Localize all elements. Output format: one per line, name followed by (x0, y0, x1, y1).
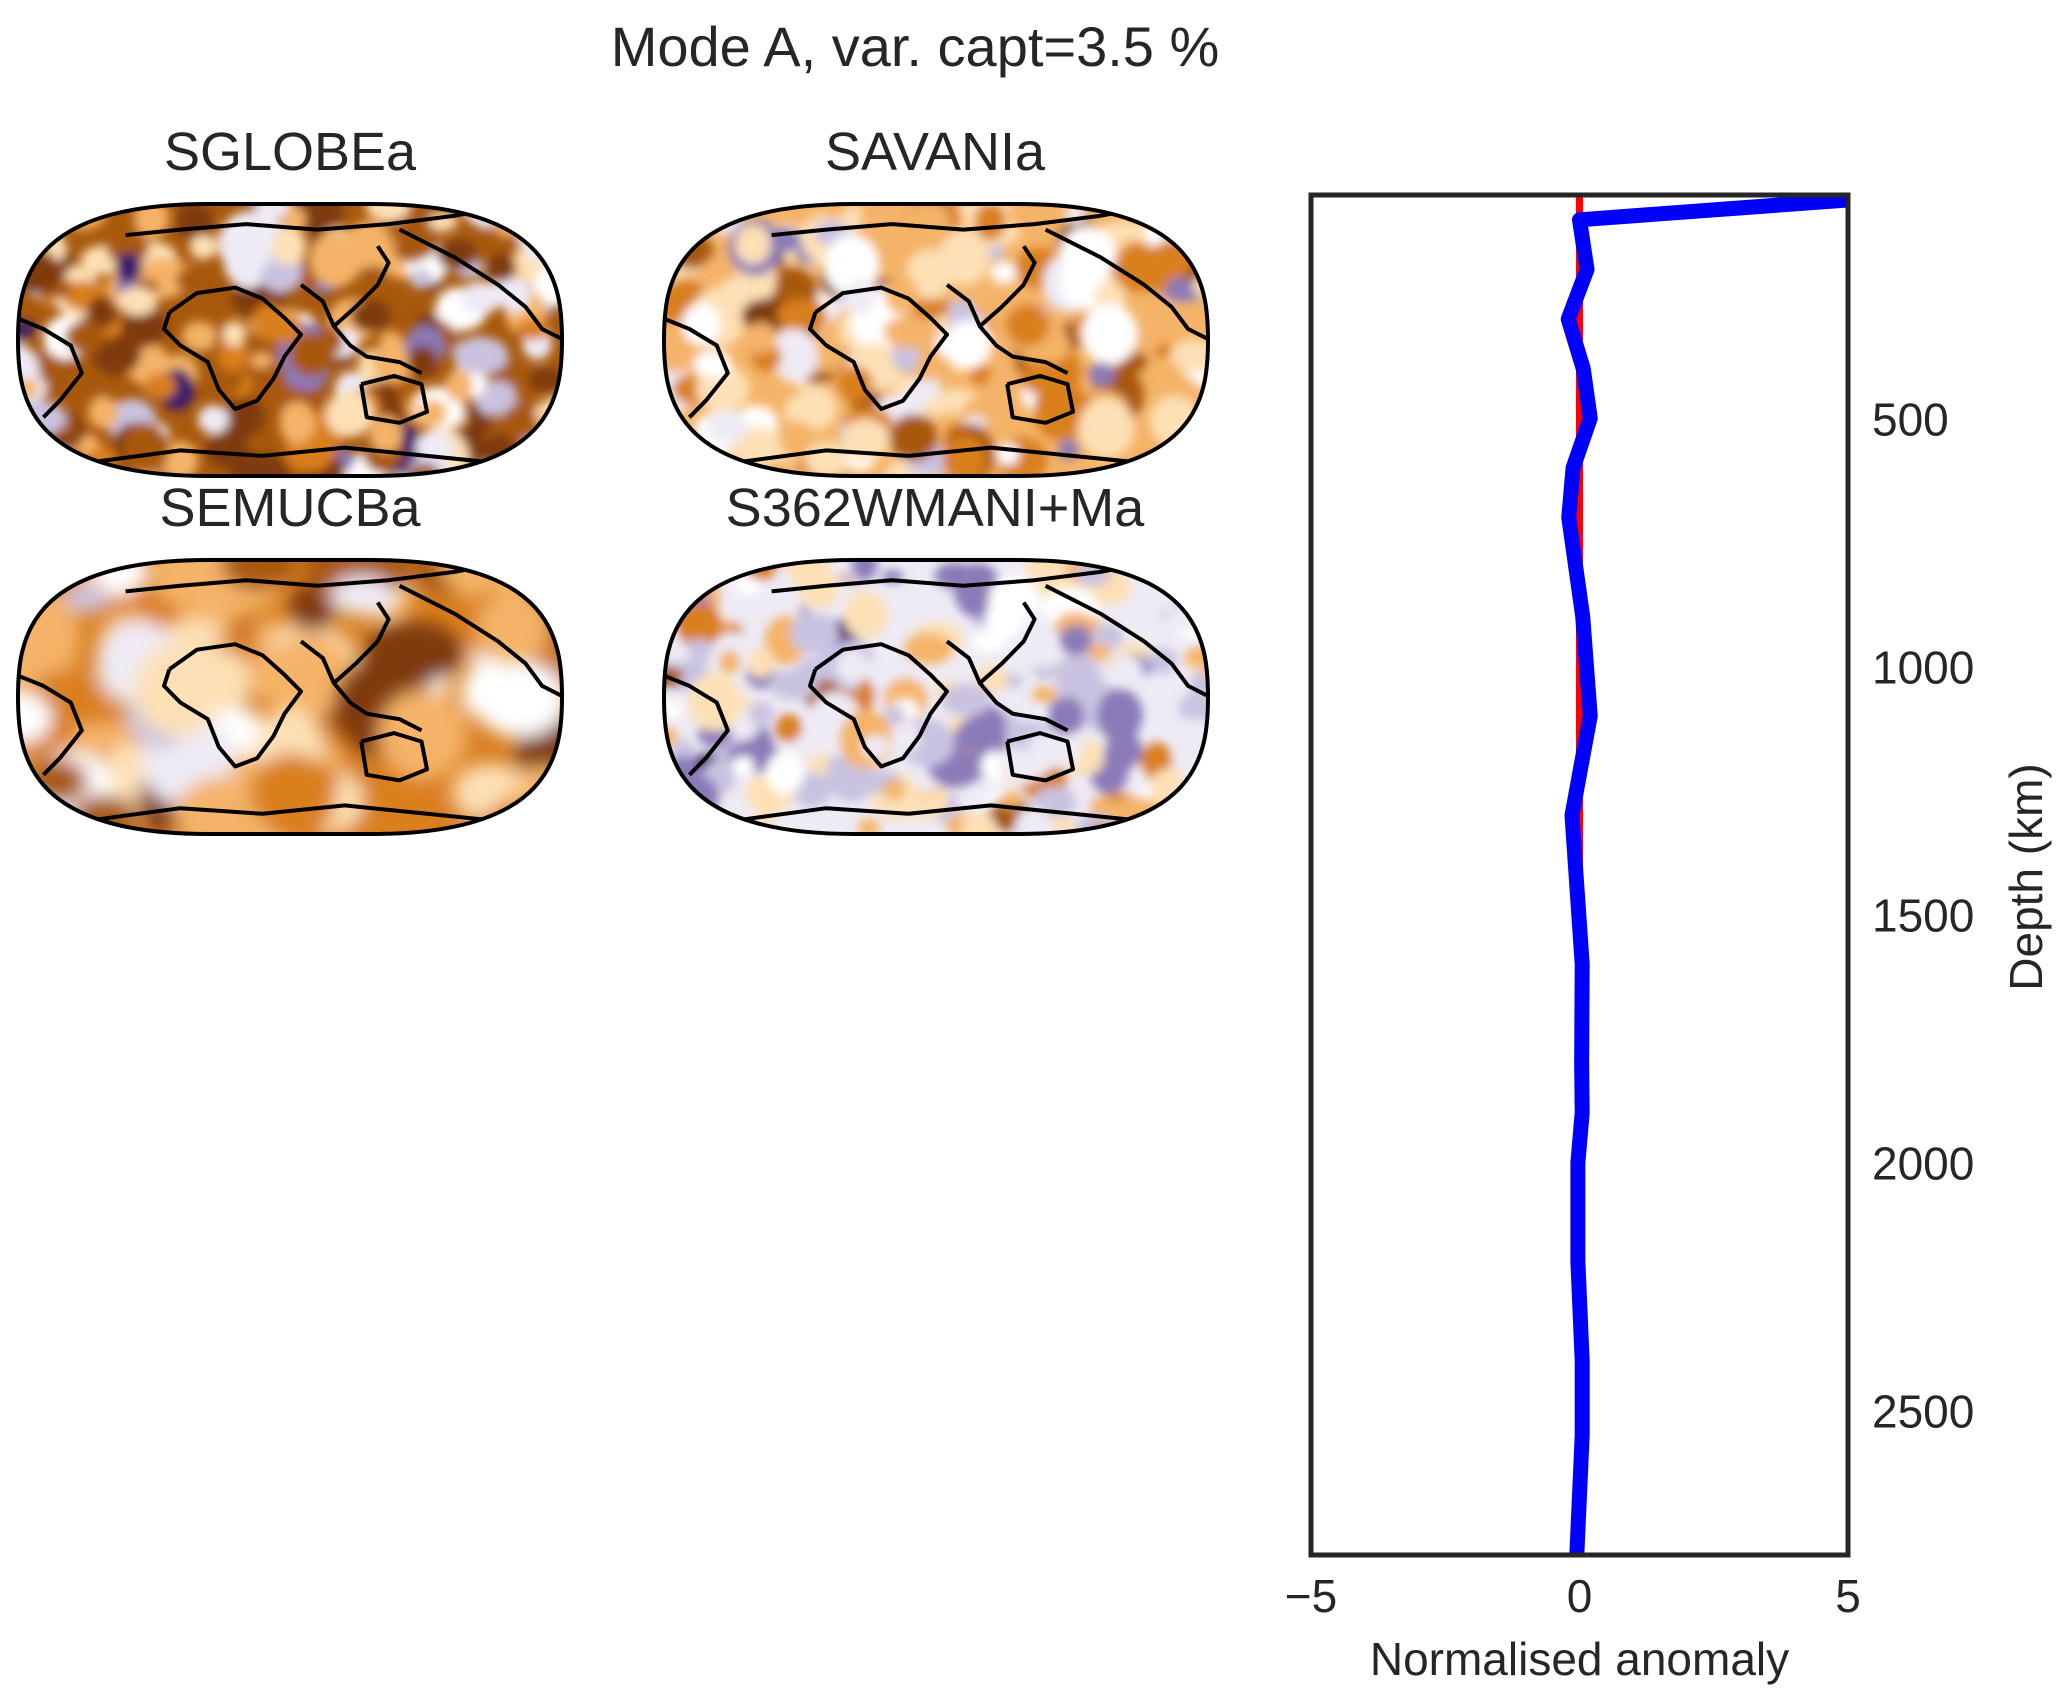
coastline (1044, 584, 1208, 699)
map-outline (662, 558, 1210, 836)
map-title-s362wmanima: S362WMANI+Ma (725, 478, 1145, 538)
coastline (978, 324, 1069, 375)
x-ticks: −5 0 5 (1285, 1570, 1861, 1622)
coastline (1044, 227, 1208, 342)
coastline (299, 601, 391, 686)
x-axis-label: Normalised anomaly (1370, 1633, 1789, 1685)
coastline (398, 584, 562, 699)
map-savania (662, 202, 1210, 478)
x-tick-label: 0 (1567, 1570, 1593, 1622)
x-tick-label: 5 (1835, 1570, 1861, 1622)
map-outline (16, 202, 564, 478)
anomaly-field (18, 560, 562, 834)
coastline (18, 316, 84, 419)
map-title-sglobea: SGLOBEa (163, 122, 417, 182)
coastline (1005, 731, 1075, 783)
y-tick-label: 2000 (1872, 1138, 1974, 1190)
map-sglobea (16, 202, 564, 478)
axes-frame (1308, 192, 1851, 1558)
coastline (299, 245, 391, 329)
y-axis-label: Depth (km) (2000, 763, 2052, 990)
anomaly-field (664, 204, 1208, 476)
coastline (743, 445, 1156, 467)
coastline (359, 373, 429, 425)
y-ticks: 500 1000 1500 2000 2500 (1872, 393, 1974, 1437)
coastline (162, 642, 303, 769)
coastline (332, 681, 423, 733)
coastline (97, 445, 510, 467)
y-tick-label: 1000 (1872, 641, 1974, 693)
coastline (808, 285, 949, 411)
map-title-semucba: SEMUCBa (159, 478, 421, 538)
map-semucba (16, 558, 564, 836)
coastline (771, 561, 1145, 594)
coastline (18, 672, 84, 777)
coastline (97, 803, 510, 825)
coastline (359, 731, 429, 783)
coastline (945, 601, 1037, 686)
coastline (945, 245, 1037, 329)
map-title-savania: SAVANIa (824, 122, 1046, 182)
coastline (125, 205, 499, 238)
x-tick-label: −5 (1285, 1570, 1337, 1622)
y-tick-label: 2500 (1872, 1386, 1974, 1438)
coastline (398, 227, 562, 342)
coastline (743, 803, 1156, 825)
coastline (125, 561, 499, 594)
coastline (664, 672, 730, 777)
map-outline (16, 558, 564, 836)
coastline (332, 324, 423, 375)
coastline (1005, 373, 1075, 425)
coastline (162, 285, 303, 411)
coastline (664, 316, 730, 419)
y-tick-label: 1500 (1872, 889, 1974, 941)
map-outline (662, 202, 1210, 478)
coastline (808, 642, 949, 769)
coastline (771, 205, 1145, 238)
y-tick-label: 500 (1872, 393, 1949, 445)
coastline (978, 681, 1069, 733)
plot-area (1560, 195, 1848, 1555)
map-s362wmanima (662, 558, 1210, 836)
profile-line (1560, 195, 1848, 1555)
figure-title: Mode A, var. capt=3.5 % (610, 15, 1220, 78)
